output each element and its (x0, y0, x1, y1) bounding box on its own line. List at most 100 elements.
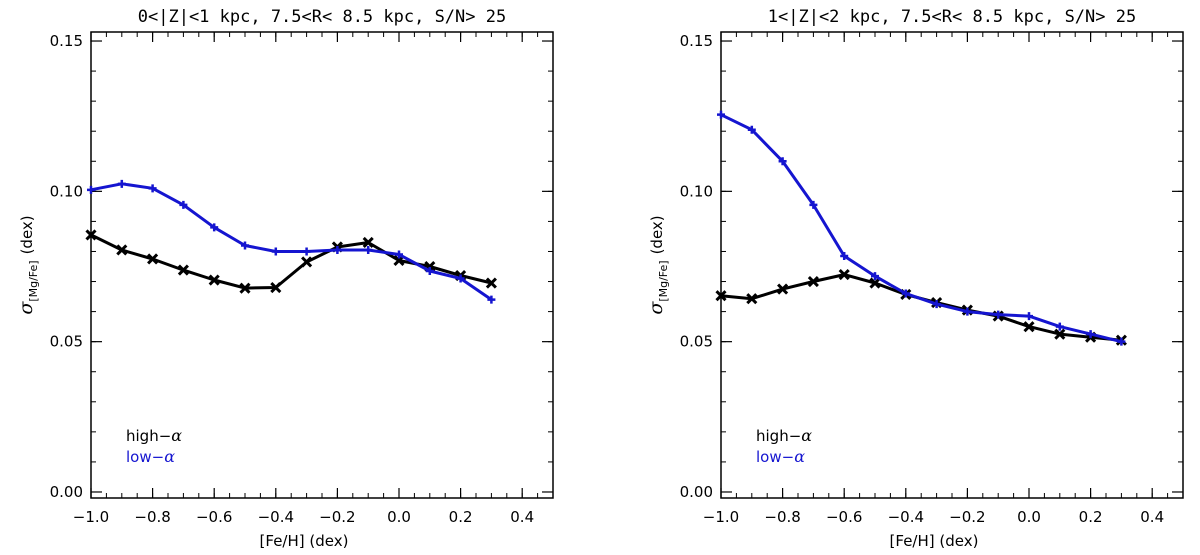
data-point (901, 289, 910, 298)
data-point (85, 229, 97, 241)
data-point (809, 200, 818, 209)
data-point (1025, 312, 1033, 321)
legend-entry-low-alpha: low−α (756, 447, 805, 466)
data-point (963, 307, 972, 316)
x-tick-label: −0.8 (764, 508, 800, 526)
chart-title: 1<|Z|<2 kpc, 7.5<R< 8.5 kpc, S/N> 25 (768, 7, 1136, 27)
x-tick-label: −1.0 (73, 508, 109, 526)
y-tick-label: 0.15 (50, 32, 83, 50)
y-axis-title-unit: (dex) (648, 215, 666, 254)
legend-entry-low-alpha: low−α (126, 447, 175, 466)
data-point (1054, 328, 1066, 340)
data-point (456, 274, 465, 283)
x-tick-label: 0.4 (1140, 508, 1164, 526)
legend-label: high− (756, 427, 801, 445)
x-tick-label: 0.2 (449, 508, 473, 526)
x-tick-label: 0.4 (510, 508, 534, 526)
data-point (807, 275, 819, 288)
data-point (932, 300, 941, 309)
data-point (241, 241, 249, 250)
legend-label: low− (756, 448, 794, 466)
data-point (301, 256, 313, 268)
series-line (90, 233, 492, 290)
data-point (210, 223, 219, 232)
data-point (147, 253, 159, 265)
data-point (777, 283, 789, 295)
data-point (395, 250, 403, 259)
data-point (840, 251, 849, 260)
data-point (362, 236, 374, 249)
series-line (90, 182, 493, 301)
y-axis-title-unit: (dex) (18, 215, 36, 254)
legend-entry-high-alpha: high−α (126, 426, 182, 445)
legend-alpha-symbol: α (801, 426, 812, 445)
y-axis-title-symbol: σ (645, 301, 667, 315)
data-point (87, 185, 95, 194)
series-low-alpha (717, 110, 1126, 346)
data-point (270, 281, 282, 294)
data-point (838, 269, 850, 281)
y-tick-label: 0.10 (50, 182, 83, 200)
data-point (487, 295, 496, 304)
data-point (116, 244, 128, 256)
data-point (871, 272, 879, 281)
data-point (177, 264, 189, 276)
data-point (746, 293, 758, 305)
x-tick-label: 0.0 (387, 508, 411, 526)
data-point (425, 267, 434, 276)
legend-label: high− (126, 427, 171, 445)
data-point (778, 157, 787, 166)
data-point (208, 274, 220, 286)
x-tick-label: −0.6 (826, 508, 862, 526)
y-tick-label: 0.00 (50, 483, 83, 501)
data-point (148, 184, 157, 193)
series-low-alpha (87, 179, 496, 304)
x-tick-label: −0.2 (319, 508, 355, 526)
data-point (333, 245, 342, 254)
data-point (717, 110, 725, 119)
data-point (869, 277, 881, 289)
x-tick-label: −0.6 (196, 508, 232, 526)
data-point (994, 310, 1003, 319)
legend-alpha-symbol: α (794, 447, 805, 466)
x-tick-label: −0.4 (888, 508, 924, 526)
data-point (179, 200, 188, 209)
data-point (715, 290, 727, 302)
series-line (720, 113, 1122, 344)
data-point (239, 282, 251, 294)
x-axis-title: [Fe/H] (dex) (260, 532, 349, 550)
x-tick-label: −0.8 (134, 508, 170, 526)
x-tick-label: 0.2 (1079, 508, 1103, 526)
chart-panel-2: 1<|Z|<2 kpc, 7.5<R< 8.5 kpc, S/N> 25 −1.0… (645, 7, 1184, 550)
y-axis-title-symbol: σ (15, 301, 37, 315)
data-point (1023, 321, 1035, 333)
y-axis-title: σ[Mg/Fe] (dex) (645, 215, 670, 314)
data-point (485, 277, 497, 289)
y-axis-title-subscript: [Mg/Fe] (27, 260, 40, 301)
legend-alpha-symbol: α (164, 447, 175, 466)
data-point (302, 247, 311, 256)
y-tick-label: 0.05 (50, 333, 83, 351)
series-high-alpha (85, 229, 497, 294)
data-point (1086, 330, 1095, 339)
data-point (1117, 337, 1126, 346)
y-axis-title-subscript: [Mg/Fe] (657, 260, 670, 301)
x-tick-label: −0.4 (258, 508, 294, 526)
legend-label: low− (126, 448, 164, 466)
x-tick-label: −0.2 (949, 508, 985, 526)
legend-alpha-symbol: α (171, 426, 182, 445)
series-high-alpha (715, 269, 1127, 346)
y-tick-label: 0.15 (680, 32, 713, 50)
x-tick-label: 0.0 (1017, 508, 1041, 526)
y-tick-label: 0.05 (680, 333, 713, 351)
data-point (117, 179, 126, 188)
data-point (271, 247, 280, 256)
y-tick-label: 0.10 (680, 182, 713, 200)
x-tick-label: −1.0 (703, 508, 739, 526)
y-axis-title: σ[Mg/Fe] (dex) (15, 215, 40, 314)
legend-entry-high-alpha: high−α (756, 426, 812, 445)
data-point (747, 125, 756, 134)
x-axis-title: [Fe/H] (dex) (890, 532, 979, 550)
